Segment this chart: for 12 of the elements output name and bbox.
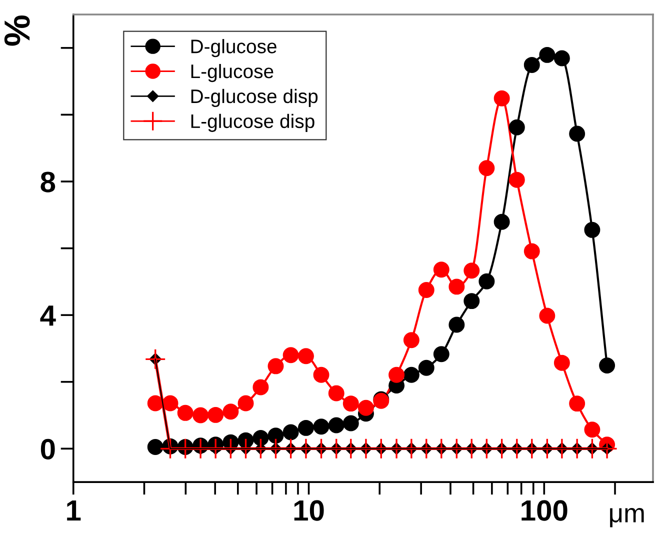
legend-label: D-glucose disp <box>191 88 318 108</box>
y-tick-label: 8 <box>40 172 56 192</box>
x-tick-label: 10 <box>294 500 324 521</box>
y-tick-label: 4 <box>40 306 56 326</box>
y-tick-label: 0 <box>40 438 55 460</box>
legend-label: L-glucose <box>191 64 274 82</box>
x-axis-title: μm <box>610 508 644 528</box>
legend-label: L-glucose disp <box>191 114 314 132</box>
legend-label: D-glucose <box>191 39 276 58</box>
x-tick-label: 100 <box>522 500 568 521</box>
y-axis-title: % <box>4 15 30 46</box>
x-tick-label: 1 <box>67 500 81 521</box>
